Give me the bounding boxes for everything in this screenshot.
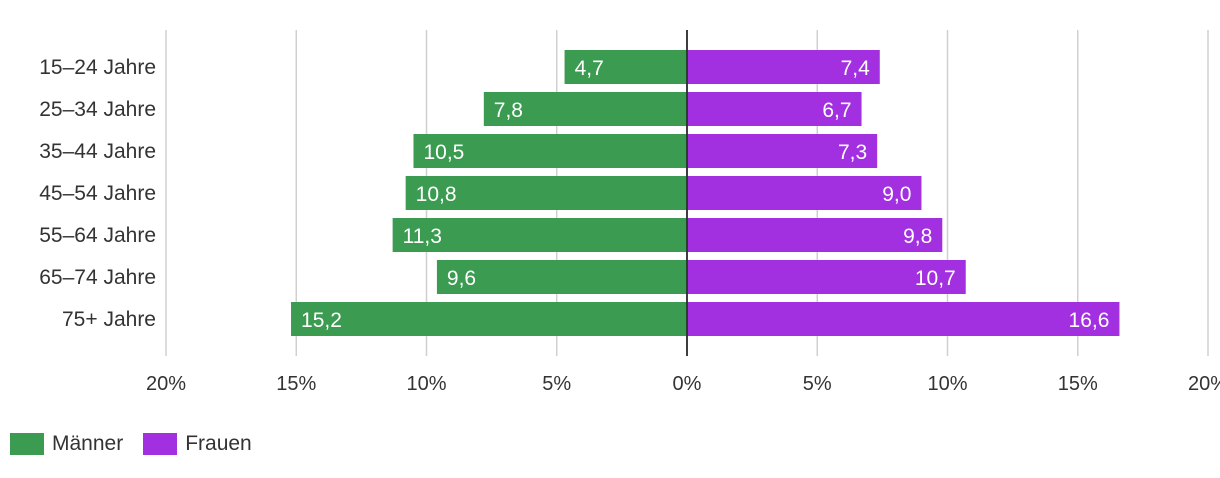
bar-value-label: 10,8 xyxy=(416,183,457,206)
bar-maenner xyxy=(392,218,687,252)
legend-item-maenner: Männer xyxy=(10,432,123,456)
legend-swatch-frauen xyxy=(143,433,178,455)
bar-frauen xyxy=(687,260,966,294)
bar-value-label: 6,7 xyxy=(822,99,851,122)
bar-maenner xyxy=(405,176,687,210)
bar-frauen xyxy=(687,176,922,210)
bar-frauen xyxy=(687,302,1120,336)
x-tick-label: 20% xyxy=(146,373,186,395)
bar-value-label: 11,3 xyxy=(403,225,442,248)
bar-value-label: 15,2 xyxy=(301,309,342,332)
x-tick-label: 10% xyxy=(927,373,967,395)
bar-value-label: 9,0 xyxy=(882,183,911,206)
bar-maenner xyxy=(564,50,687,84)
legend-swatch-maenner xyxy=(10,433,44,455)
bar-value-label: 9,8 xyxy=(903,225,932,248)
bar-value-label: 9,6 xyxy=(447,267,476,290)
x-tick-label: 5% xyxy=(542,373,571,395)
bar-value-label: 7,8 xyxy=(494,99,523,122)
x-tick-label: 0% xyxy=(673,373,702,395)
x-tick-label: 15% xyxy=(276,373,316,395)
bar-value-label: 10,7 xyxy=(915,267,956,290)
bar-value-label: 16,6 xyxy=(1069,309,1110,332)
bar-maenner xyxy=(483,92,687,126)
legend: Männer Frauen xyxy=(10,432,272,456)
bar-value-label: 7,4 xyxy=(841,57,871,80)
category-label: 25–34 Jahre xyxy=(39,98,156,121)
x-tick-label: 15% xyxy=(1058,373,1098,395)
category-label: 55–64 Jahre xyxy=(39,224,156,247)
legend-label-frauen: Frauen xyxy=(185,432,252,455)
category-label: 45–54 Jahre xyxy=(39,182,156,205)
x-axis-tick-labels: 20% 15% 10% 5% 0% 5% 10% 15% 20% xyxy=(146,373,1220,395)
x-tick-label: 10% xyxy=(406,373,446,395)
category-label: 75+ Jahre xyxy=(62,308,156,331)
category-label: 35–44 Jahre xyxy=(39,140,156,163)
legend-item-frauen: Frauen xyxy=(143,432,252,456)
bar-maenner xyxy=(436,260,687,294)
bar-value-label: 7,3 xyxy=(838,141,867,164)
category-label: 65–74 Jahre xyxy=(39,266,156,289)
bar-frauen xyxy=(687,92,862,126)
category-label: 15–24 Jahre xyxy=(39,56,156,79)
bar-value-label: 4,7 xyxy=(575,57,604,80)
category-labels: 15–24 Jahre 25–34 Jahre 35–44 Jahre 45–54 J… xyxy=(39,56,156,331)
bar-maenner xyxy=(413,134,687,168)
bar-frauen xyxy=(687,50,880,84)
population-pyramid-chart: 4,7 7,4 7,8 6,7 10,5 7,3 10,8 9,0 11,3 9,8 9,6 10,7… xyxy=(39,30,1220,395)
bar-frauen xyxy=(687,134,878,168)
x-tick-label: 20% xyxy=(1188,373,1220,395)
bar-maenner xyxy=(291,302,687,336)
bar-frauen xyxy=(687,218,943,252)
bar-value-label: 10,5 xyxy=(423,141,464,164)
legend-label-maenner: Männer xyxy=(52,432,124,455)
x-tick-label: 5% xyxy=(803,373,832,395)
bars: 4,7 7,4 7,8 6,7 10,5 7,3 10,8 9,0 11,3 9,8 9,6 10,7… xyxy=(291,30,1120,356)
